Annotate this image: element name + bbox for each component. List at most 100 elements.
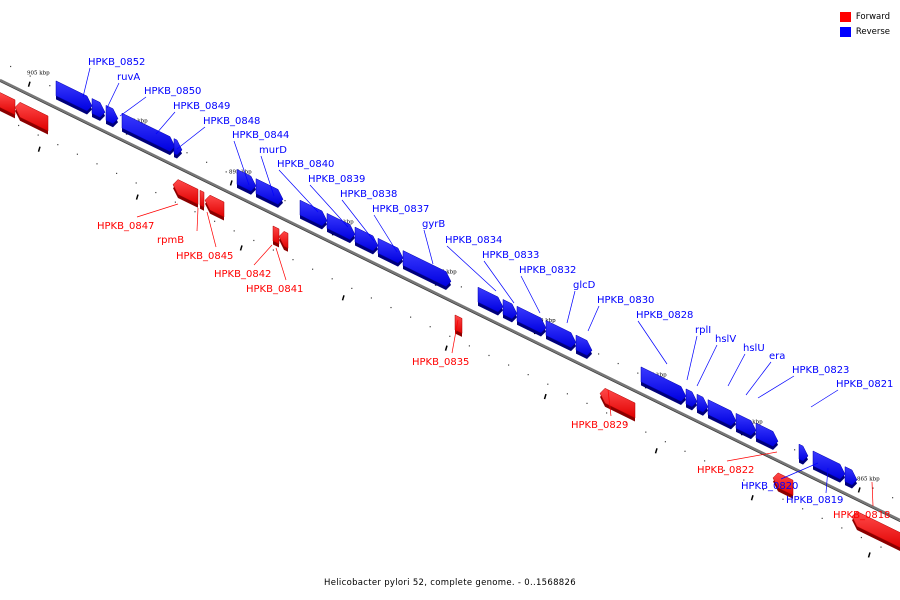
minor-tick: [331, 278, 333, 280]
gene-arrow-forward: [278, 231, 289, 252]
gene-arrow-reverse: [121, 112, 176, 156]
gene-label-reverse: HPKB_0844: [232, 130, 289, 141]
leader-line-reverse: [780, 462, 819, 480]
minor-tick: [76, 153, 78, 155]
minor-tick: [206, 161, 208, 163]
minor-tick: [892, 497, 894, 499]
scale-label: 880 kbp: [533, 318, 556, 324]
gene-arrow-reverse: [707, 399, 737, 430]
gene-arrow-reverse: [755, 422, 779, 450]
minor-tick: [449, 335, 451, 337]
gene-arrow-forward: [204, 194, 225, 221]
gene-arrow-forward: [199, 189, 205, 211]
leader-line-forward: [196, 207, 199, 232]
leader-line-forward: [726, 451, 778, 462]
major-tick-lower: [750, 495, 754, 501]
minor-tick: [214, 220, 216, 222]
minor-tick: [637, 372, 639, 374]
major-tick-lower: [444, 345, 448, 351]
minor-tick: [860, 536, 862, 539]
leader-line-reverse: [483, 260, 515, 304]
scale-label: 905 kbp: [27, 71, 50, 77]
gene-arrow-reverse: [173, 138, 183, 159]
minor-tick: [37, 134, 39, 136]
gene-label-reverse: HPKB_0819: [786, 495, 843, 506]
minor-tick: [547, 383, 549, 385]
leader-line-reverse: [82, 67, 91, 98]
minor-tick: [460, 286, 462, 288]
gene-arrow-reverse: [575, 334, 593, 359]
leader-line-forward: [275, 247, 287, 281]
gene-arrow-reverse: [255, 178, 284, 208]
gene-arrow-reverse: [812, 450, 846, 483]
gene-label-forward: HPKB_0818: [833, 510, 890, 521]
gene-label-reverse: hslV: [715, 334, 736, 345]
gene-arrow-reverse: [640, 366, 687, 405]
gene-label-reverse: HPKB_0839: [308, 174, 365, 185]
leader-line-forward: [206, 211, 217, 248]
minor-tick: [390, 306, 392, 309]
leader-line-forward: [871, 481, 874, 507]
minor-tick: [617, 362, 619, 365]
minor-tick: [664, 441, 666, 443]
minor-tick: [625, 421, 627, 424]
gene-label-reverse: murD: [259, 145, 287, 156]
gene-label-reverse: ruvA: [117, 72, 140, 83]
gene-label-reverse: HPKB_0830: [597, 295, 654, 306]
minor-tick: [841, 527, 843, 529]
leader-line-reverse: [637, 320, 668, 365]
gene-label-reverse: HPKB_0852: [88, 57, 145, 68]
genome-axis: [0, 78, 900, 522]
gene-label-forward: HPKB_0842: [214, 269, 271, 280]
minor-tick: [49, 85, 51, 87]
minor-tick: [645, 431, 647, 433]
gene-arrow-reverse: [299, 199, 328, 230]
gene-arrow-reverse: [377, 237, 404, 267]
gene-label-reverse: gyrB: [422, 219, 445, 230]
gene-labels: HPKB_0852 ruvA HPKB_0850 HPKB_0849 HPKB_0848…: [88, 57, 893, 521]
minor-tick: [488, 354, 490, 357]
gene-arrow-reverse: [105, 104, 119, 128]
minor-tick: [821, 517, 823, 519]
leader-line-reverse: [446, 245, 497, 292]
leader-line-reverse: [341, 199, 375, 242]
legend: Forward Reverse: [839, 9, 890, 39]
minor-tick: [782, 498, 784, 500]
gene-label-forward: HPKB_0822: [697, 465, 754, 476]
minor-tick: [135, 182, 137, 184]
gene-label-reverse: HPKB_0823: [792, 365, 849, 376]
minor-tick: [272, 249, 274, 251]
minor-tick: [225, 171, 227, 173]
minor-tick: [743, 479, 745, 481]
leader-line-reverse: [810, 389, 839, 408]
gene-label-reverse: HPKB_0838: [340, 189, 397, 200]
minor-tick: [684, 450, 686, 452]
gene-arrow-forward: [14, 101, 49, 135]
legend-label-reverse: Reverse: [855, 26, 890, 37]
minor-tick: [410, 316, 412, 318]
gene-label-reverse: rplI: [695, 325, 711, 336]
minor-tick: [253, 239, 255, 242]
leader-line-reverse: [686, 335, 698, 381]
gene-arrow-forward: [772, 472, 794, 499]
gene-arrow-reverse: [545, 320, 577, 352]
axis-line: [0, 78, 900, 522]
gene-label-reverse: HPKB_0834: [445, 235, 502, 246]
gene-arrow-reverse: [477, 286, 504, 316]
leader-line-reverse: [727, 353, 746, 387]
gene-label-forward: HPKB_0829: [571, 420, 628, 431]
legend-label-forward: Forward: [855, 11, 890, 22]
gene-label-reverse: HPKB_0833: [482, 250, 539, 261]
minor-tick: [586, 402, 588, 404]
gene-arrow-reverse: [354, 226, 379, 255]
minor-tick: [598, 353, 600, 355]
minor-tick: [233, 230, 235, 232]
minor-tick: [57, 144, 59, 146]
gene-arrow-reverse: [844, 466, 858, 489]
gene-arrow-forward: [0, 92, 16, 119]
forward-swatch: [839, 11, 851, 22]
leader-line-reverse: [757, 375, 795, 399]
axis-shadow: [0, 81, 900, 522]
gene-arrow-reverse: [402, 250, 452, 291]
